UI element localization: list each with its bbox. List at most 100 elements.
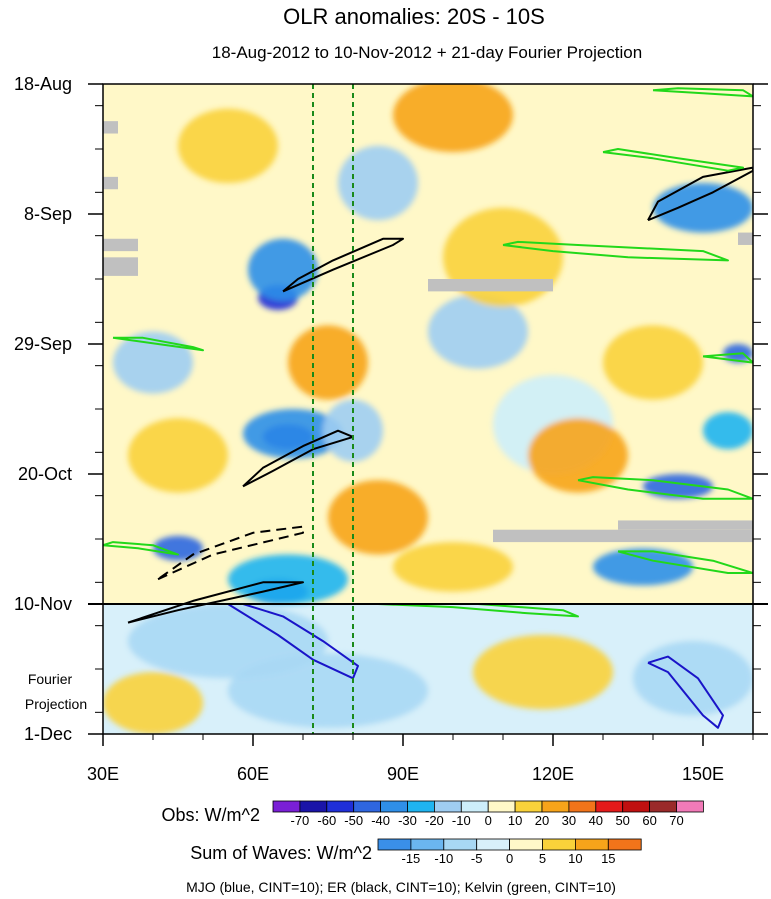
obs-legend-level-14: 70 — [669, 813, 683, 828]
anomaly-blob-13 — [338, 145, 418, 221]
obs-legend-swatch-14 — [649, 800, 677, 813]
projection-blob-2 — [633, 641, 753, 716]
kelvin-contour-12 — [617, 550, 753, 574]
anomaly-blob-20 — [288, 325, 368, 400]
missing-data-box-1 — [493, 529, 753, 543]
footnote: MJO (blue, CINT=10); ER (black, CINT=10)… — [186, 879, 616, 895]
obs-legend-swatch-6 — [433, 800, 462, 813]
x-tick-label-0: 30E — [87, 764, 119, 784]
waves-legend-swatch-1 — [410, 838, 445, 851]
projection-anomaly-layer — [103, 604, 753, 734]
obs-legend: Obs: W/m^2 -70 -60 -50 -40 -30 -20 -10 0 10 20 30 4… — [162, 800, 704, 828]
waves-legend-swatch-7 — [607, 838, 642, 851]
obs-legend-swatch-15 — [676, 800, 704, 813]
fourier-projection-label-line1: Fourier — [28, 671, 73, 687]
obs-legend-swatch-11 — [568, 800, 597, 813]
anomaly-blob-17 — [393, 84, 513, 153]
obs-legend-level-5: -20 — [425, 813, 444, 828]
obs-legend-level-2: -50 — [344, 813, 363, 828]
anomaly-blob-7 — [653, 183, 753, 233]
waves-legend-level-0: -15 — [402, 851, 421, 866]
anomaly-blob-14 — [113, 331, 193, 394]
projection-blob-3 — [473, 634, 613, 710]
waves-legend-swatch-5 — [542, 838, 576, 851]
obs-legend-level-10: 30 — [562, 813, 576, 828]
waves-legend-level-1: -10 — [434, 851, 453, 866]
obs-legend-swatch-7 — [460, 800, 489, 813]
obs-legend-swatch-1 — [299, 800, 328, 813]
missing-data-box-2 — [618, 520, 753, 530]
waves-legend-level-4: 5 — [539, 851, 546, 866]
waves-legend-swatch-2 — [443, 838, 478, 851]
fourier-projection-label-line2: Projection — [25, 696, 87, 712]
er-contour-0 — [242, 429, 354, 488]
projection-blob-1 — [228, 653, 428, 728]
x-tick-label-4: 150E — [682, 764, 724, 784]
missing-data-box-5 — [103, 238, 138, 252]
obs-legend-swatch-9 — [514, 800, 543, 813]
kelvin-contour-10 — [577, 476, 753, 500]
waves-legend-level-6: 15 — [601, 851, 615, 866]
waves-legend-swatch-3 — [476, 838, 511, 851]
y-axis: 18-Aug 8-Sep 29-Sep 20-Oct 10-Nov 1-Dec — [14, 74, 768, 744]
waves-legend-level-3: 0 — [506, 851, 513, 866]
reference-lines — [312, 84, 354, 734]
missing-data-box-0 — [428, 279, 553, 292]
x-tick-label-1: 60E — [237, 764, 269, 784]
obs-legend-level-9: 20 — [535, 813, 549, 828]
anomaly-blob-22 — [603, 325, 703, 400]
obs-legend-level-8: 10 — [508, 813, 522, 828]
er-contour-1 — [282, 237, 404, 293]
missing-data-box-7 — [103, 121, 118, 134]
obs-legend-swatch-10 — [541, 800, 570, 813]
kelvin-contour-7 — [112, 336, 204, 352]
anomaly-blob-1 — [248, 238, 318, 301]
anomaly-blob-15 — [428, 294, 528, 369]
waves-legend-swatch-4 — [509, 838, 543, 851]
anomaly-blob-18 — [443, 207, 563, 307]
kelvin-contour-9 — [502, 240, 729, 262]
y-tick-label-0: 18-Aug — [14, 74, 72, 94]
obs-legend-label: Obs: W/m^2 — [162, 805, 260, 825]
obs-legend-swatch-2 — [326, 800, 355, 813]
kelvin-contour-14 — [652, 87, 753, 98]
er-contour-2 — [157, 525, 304, 581]
mjo-contour-5 — [227, 603, 359, 680]
obs-legend-level-11: 40 — [589, 813, 603, 828]
y-tick-label-4: 10-Nov — [14, 594, 72, 614]
kelvin-contour-11 — [103, 541, 179, 556]
obs-legend-swatch-8 — [487, 800, 516, 813]
obs-legend-level-4: -30 — [398, 813, 417, 828]
obs-legend-swatch-5 — [407, 800, 435, 813]
obs-legend-level-0: -70 — [291, 813, 310, 828]
anomaly-blob-10 — [593, 548, 693, 586]
plot-area — [103, 84, 753, 734]
anomaly-blob-24 — [393, 542, 513, 592]
anomaly-blob-23 — [128, 418, 228, 493]
anomaly-blob-21 — [528, 418, 628, 493]
waves-legend: Sum of Waves: W/m^2 -15 -10 -5 0 5 10 15 — [190, 838, 642, 866]
x-axis: 30E 60E 90E 120E 150E — [87, 734, 754, 784]
obs-legend-swatch-13 — [622, 800, 651, 813]
chart-subtitle: 18-Aug-2012 to 10-Nov-2012 + 21-day Four… — [212, 43, 642, 62]
obs-legend-level-7: 0 — [485, 813, 492, 828]
obs-legend-level-6: -10 — [452, 813, 471, 828]
missing-data-box-6 — [103, 176, 118, 190]
mjo-contour-6 — [647, 655, 724, 729]
obs-legend-swatch-0 — [272, 800, 301, 813]
obs-legend-swatch-12 — [595, 800, 624, 813]
kelvin-contour-8 — [602, 148, 744, 172]
er-contour-3 — [127, 581, 304, 624]
waves-legend-swatch-6 — [575, 838, 609, 851]
projection-blob-4 — [103, 672, 203, 734]
anomaly-blob-5 — [228, 554, 348, 604]
obs-legend-level-3: -40 — [371, 813, 390, 828]
waves-legend-level-2: -5 — [471, 851, 483, 866]
y-tick-label-1: 8-Sep — [24, 204, 72, 224]
anomaly-blob-19 — [328, 480, 428, 555]
x-tick-label-3: 120E — [532, 764, 574, 784]
missing-data-box-4 — [103, 257, 138, 270]
waves-legend-label: Sum of Waves: W/m^2 — [190, 843, 372, 863]
anomaly-blob-25 — [178, 108, 278, 184]
